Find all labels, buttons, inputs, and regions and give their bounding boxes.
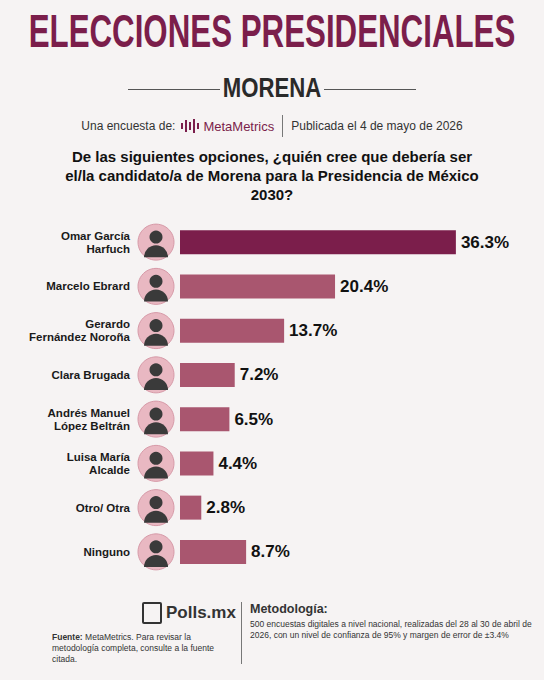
svg-text:Luisa María: Luisa María — [67, 451, 131, 463]
svg-text:2.8%: 2.8% — [206, 498, 245, 517]
svg-text:López Beltrán: López Beltrán — [54, 420, 130, 432]
svg-text:Clara Brugada: Clara Brugada — [51, 369, 130, 381]
svg-text:Otro/ Otra: Otro/ Otra — [76, 502, 131, 514]
html-text:500 encuestas digitales a nive: 500 encuestas digitales a nivel nacional… — [250, 619, 532, 640]
svg-text:6.5%: 6.5% — [234, 410, 273, 429]
svg-text:4.4%: 4.4% — [218, 454, 257, 473]
html-text:De las siguientes opciones, ¿q: De las siguientes opciones, ¿quién cree … — [65, 148, 479, 203]
html-text:Publicada el 4 de mayo de 2026: Publicada el 4 de mayo de 2026 — [291, 119, 463, 133]
svg-text:36.3%: 36.3% — [461, 233, 509, 252]
svg-text:Harfuch: Harfuch — [87, 243, 130, 255]
svg-text:7.2%: 7.2% — [240, 365, 279, 384]
svg-text:Ninguno: Ninguno — [83, 546, 130, 558]
svg-text:20.4%: 20.4% — [340, 277, 388, 296]
html-text:Fuente: MetaMetrics. Para revi: Fuente: MetaMetrics. Para revisar la met… — [52, 632, 215, 664]
svg-text:Alcalde: Alcalde — [89, 464, 130, 476]
html-text:MetaMetrics: MetaMetrics — [203, 118, 275, 134]
html-text:MORENA: MORENA — [222, 73, 322, 103]
svg-text:8.7%: 8.7% — [251, 542, 290, 561]
svg-text:Marcelo Ebrard: Marcelo Ebrard — [46, 280, 130, 292]
svg-text:13.7%: 13.7% — [289, 321, 337, 340]
html-text:Polls.mx: Polls.mx — [166, 603, 236, 622]
svg-text:Gerardo: Gerardo — [85, 318, 130, 330]
svg-text:Andrés Manuel: Andrés Manuel — [48, 407, 130, 419]
svg-text:Fernández Noroña: Fernández Noroña — [29, 331, 131, 343]
html-text:ELECCIONES PRESIDENCIALES: ELECCIONES PRESIDENCIALES — [28, 5, 516, 57]
html-text:Metodología:: Metodología: — [250, 602, 328, 616]
svg-text:Omar García: Omar García — [61, 230, 131, 242]
html-text:Una encuesta de:: Una encuesta de: — [81, 119, 176, 133]
